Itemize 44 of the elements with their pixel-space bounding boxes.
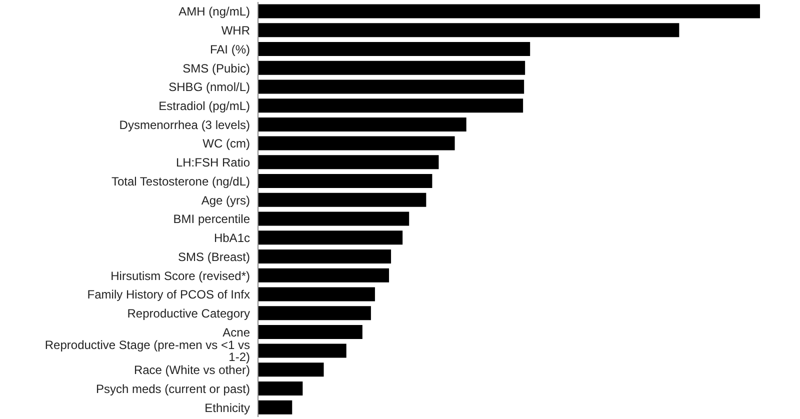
y-tick-label: Total Testosterone (ng/dL) bbox=[111, 174, 250, 188]
y-tick-label: Reproductive Stage (pre-men vs <1 vs 1-2) bbox=[44, 338, 250, 364]
y-tick-label: Estradiol (pg/mL) bbox=[158, 99, 250, 114]
y-tick-label: BMI percentile bbox=[173, 212, 250, 226]
y-tick-label: Acne bbox=[222, 325, 250, 340]
y-tick-label: WC (cm) bbox=[202, 136, 250, 151]
bar bbox=[258, 230, 403, 245]
bar bbox=[258, 192, 426, 207]
y-tick-label: Family History of PCOS of Infx bbox=[87, 288, 250, 302]
bar bbox=[258, 249, 392, 264]
y-tick-label: HbA1c bbox=[214, 231, 250, 246]
bar bbox=[258, 155, 439, 170]
bar bbox=[258, 268, 390, 282]
y-tick-label: SMS (Pubic) bbox=[182, 61, 250, 76]
bar bbox=[258, 42, 530, 56]
bar bbox=[258, 23, 680, 38]
bar bbox=[258, 117, 466, 132]
y-tick-label: Ethnicity bbox=[204, 400, 250, 415]
bar bbox=[258, 306, 371, 320]
y-tick-label: AMH (ng/mL) bbox=[178, 4, 250, 19]
bar bbox=[258, 60, 526, 75]
bar bbox=[258, 212, 410, 226]
bar bbox=[258, 80, 524, 94]
y-tick-label: LH:FSH Ratio bbox=[176, 156, 250, 170]
y-tick-label: Race (White vs other) bbox=[134, 363, 250, 378]
bar bbox=[258, 362, 324, 377]
y-tick-label: Psych meds (current or past) bbox=[96, 382, 250, 396]
y-tick-label: FAI (%) bbox=[210, 42, 250, 56]
y-tick-label: Reproductive Category bbox=[127, 306, 250, 321]
bar bbox=[258, 344, 346, 358]
bar bbox=[258, 174, 432, 188]
bar bbox=[258, 382, 303, 396]
bar bbox=[258, 324, 362, 339]
y-tick-label: WHR bbox=[221, 24, 250, 38]
y-tick-label: Age (yrs) bbox=[201, 193, 250, 208]
bar bbox=[258, 287, 375, 302]
y-tick-label: Dysmenorrhea (3 levels) bbox=[119, 118, 250, 132]
y-tick-label: SMS (Breast) bbox=[178, 250, 250, 264]
y-tick-label: Hirsutism Score (revised*) bbox=[110, 268, 250, 283]
bar bbox=[258, 4, 760, 18]
bar bbox=[258, 400, 292, 414]
bar bbox=[258, 136, 455, 150]
y-tick-label: SHBG (nmol/L) bbox=[168, 80, 250, 94]
bar bbox=[258, 98, 524, 113]
